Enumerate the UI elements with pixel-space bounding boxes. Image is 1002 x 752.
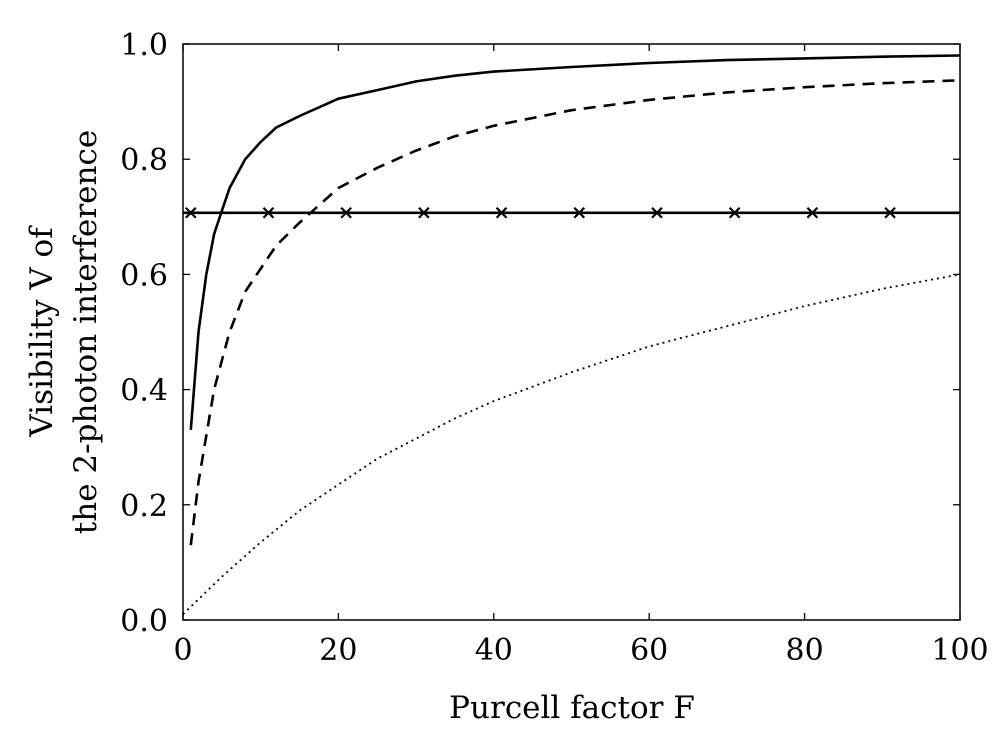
y-tick-label: 0.8 [120,143,168,178]
cross-marker [806,206,819,219]
cross-marker [573,206,586,219]
cross-marker [651,206,663,219]
y-axis-title-line-2: the 2-photon interference [68,130,104,534]
y-tick-label: 1.0 [120,28,168,63]
cross-marker [728,206,741,219]
cross-marker [884,206,896,219]
y-tick-label: 0.0 [120,604,168,639]
y-tick-label: 0.6 [120,258,168,293]
plot-frame [182,43,961,621]
tick-labels: 0 20 40 60 80 100 0.0 0.2 0.4 0.6 0.8 1.0 [120,28,988,668]
y-tick-label: 0.4 [120,374,168,409]
x-tick-label: 60 [630,633,668,668]
x-tick-label: 40 [475,633,513,668]
series-line-dotted [182,273,961,615]
series-layer [182,54,961,615]
x-tick-label: 20 [319,633,357,668]
x-axis-title: Purcell factor F [449,690,695,726]
y-axis-title-group: Visibility V of the 2-photon interferenc… [24,130,104,534]
cross-marker [184,206,197,219]
y-axis-title-line-1: Visibility V of [24,225,60,438]
plot-area-border [182,43,961,621]
cross-marker [495,206,508,219]
series-line-dashed [189,79,961,546]
cross-marker [262,206,275,219]
cross-marker [418,206,430,219]
x-tick-label: 0 [173,633,192,668]
x-tick-label: 100 [931,633,988,668]
y-tick-label: 0.2 [120,489,168,524]
cross-marker [340,206,352,219]
x-tick-label: 80 [786,633,824,668]
series-line-solid [189,54,961,431]
